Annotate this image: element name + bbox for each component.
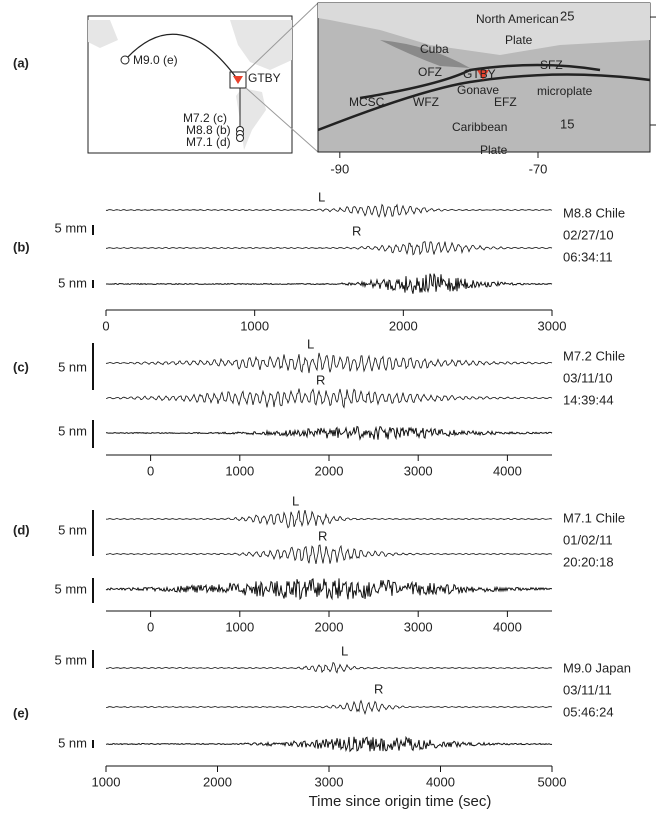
map-label: SFZ	[540, 58, 563, 72]
scale-label: 5 mm	[55, 581, 88, 596]
x-tick-label: 1000	[240, 318, 269, 333]
map-label: microplate	[537, 84, 593, 98]
map-label: North American	[476, 12, 559, 26]
x-tick-label: 2000	[389, 318, 418, 333]
event-info: 14:39:44	[563, 392, 614, 407]
scale-label: 5 nm	[58, 275, 87, 290]
panel-label: (b)	[13, 239, 30, 254]
map-label: Caribbean	[452, 120, 507, 134]
waveform	[106, 701, 552, 714]
x-tick-label: -70	[529, 161, 548, 176]
event-label: M9.0 (e)	[133, 53, 178, 67]
x-axis-label: Time since origin time (sec)	[309, 793, 492, 810]
x-tick-label: 0	[102, 318, 109, 333]
y-tick-label: 15	[560, 116, 574, 131]
x-tick-label: 4000	[493, 463, 522, 478]
event-info: M8.8 Chile	[563, 205, 625, 220]
event-info: 02/27/10	[563, 227, 614, 242]
scale-label: 5 nm	[58, 423, 87, 438]
waveform	[106, 389, 552, 408]
map-label: Cuba	[420, 42, 449, 56]
panel-label: (a)	[13, 55, 29, 70]
event-info: M7.2 Chile	[563, 348, 625, 363]
x-tick-label: 1000	[225, 463, 254, 478]
x-tick-label: 4000	[493, 619, 522, 634]
scale-label: 5 mm	[55, 220, 88, 235]
waveform	[106, 205, 552, 217]
x-tick-label: 4000	[426, 774, 455, 789]
scale-label: 5 nm	[58, 522, 87, 537]
x-tick-label: -90	[330, 161, 349, 176]
scale-label: 5 nm	[58, 359, 87, 374]
event-info: 06:34:11	[563, 249, 613, 264]
phase-marker: L	[307, 336, 314, 351]
map-label: Plate	[505, 33, 533, 47]
x-tick-label: 0	[147, 463, 154, 478]
map-label: Plate	[480, 143, 508, 157]
map-label: MCSC	[349, 95, 385, 109]
event	[121, 56, 129, 64]
station-label: GTBY	[248, 71, 281, 85]
x-tick-label: 3000	[404, 463, 433, 478]
event-info: 20:20:18	[563, 554, 614, 569]
x-tick-label: 2000	[315, 463, 344, 478]
event-label: M7.1 (d)	[186, 135, 231, 149]
phase-marker: L	[341, 643, 348, 658]
waveform	[106, 353, 552, 373]
waveform	[106, 545, 552, 564]
phase-marker: R	[374, 681, 383, 696]
scale-label: 5 nm	[58, 735, 87, 750]
event-info: 01/02/11	[563, 532, 613, 547]
phase-marker: L	[318, 189, 325, 204]
waveform	[106, 663, 552, 673]
map-label: EFZ	[494, 95, 517, 109]
x-tick-label: 3000	[538, 318, 567, 333]
waveform	[106, 510, 552, 528]
phase-marker: L	[292, 493, 299, 508]
event-info: 03/11/10	[563, 370, 613, 385]
panel-label: (c)	[13, 359, 29, 374]
event-info: M9.0 Japan	[563, 660, 631, 675]
event-info: 05:46:24	[563, 704, 614, 719]
world-map: GTBY M9.0 (e) M7.2 (c) M8.8 (b) M7.1 (d)	[88, 3, 318, 153]
waveform	[106, 242, 552, 255]
waveform	[106, 427, 552, 440]
figure: GTBY M9.0 (e) M7.2 (c) M8.8 (b) M7.1 (d)…	[0, 0, 665, 814]
phase-marker: R	[316, 372, 325, 387]
phase-marker: R	[318, 528, 327, 543]
x-tick-label: 5000	[538, 774, 567, 789]
x-tick-label: 1000	[92, 774, 121, 789]
scale-label: 5 mm	[55, 652, 88, 667]
waveform	[106, 578, 552, 599]
waveform	[106, 274, 552, 294]
map-label: OFZ	[418, 65, 442, 79]
event	[237, 135, 244, 142]
phase-marker: R	[352, 223, 361, 238]
event-info: M7.1 Chile	[563, 510, 625, 525]
x-tick-label: 0	[147, 619, 154, 634]
map-label: GTBY	[463, 67, 496, 81]
x-tick-label: 2000	[315, 619, 344, 634]
x-tick-label: 1000	[225, 619, 254, 634]
panel-label: (d)	[13, 522, 30, 537]
y-tick-label: 25	[560, 8, 574, 23]
map-label: WFZ	[413, 95, 439, 109]
x-tick-label: 2000	[203, 774, 232, 789]
map-label: Gonave	[457, 83, 499, 97]
event-info: 03/11/11	[563, 682, 612, 697]
x-tick-label: 3000	[404, 619, 433, 634]
x-tick-label: 3000	[315, 774, 344, 789]
panel-label: (e)	[13, 705, 29, 720]
waveform	[106, 737, 552, 752]
